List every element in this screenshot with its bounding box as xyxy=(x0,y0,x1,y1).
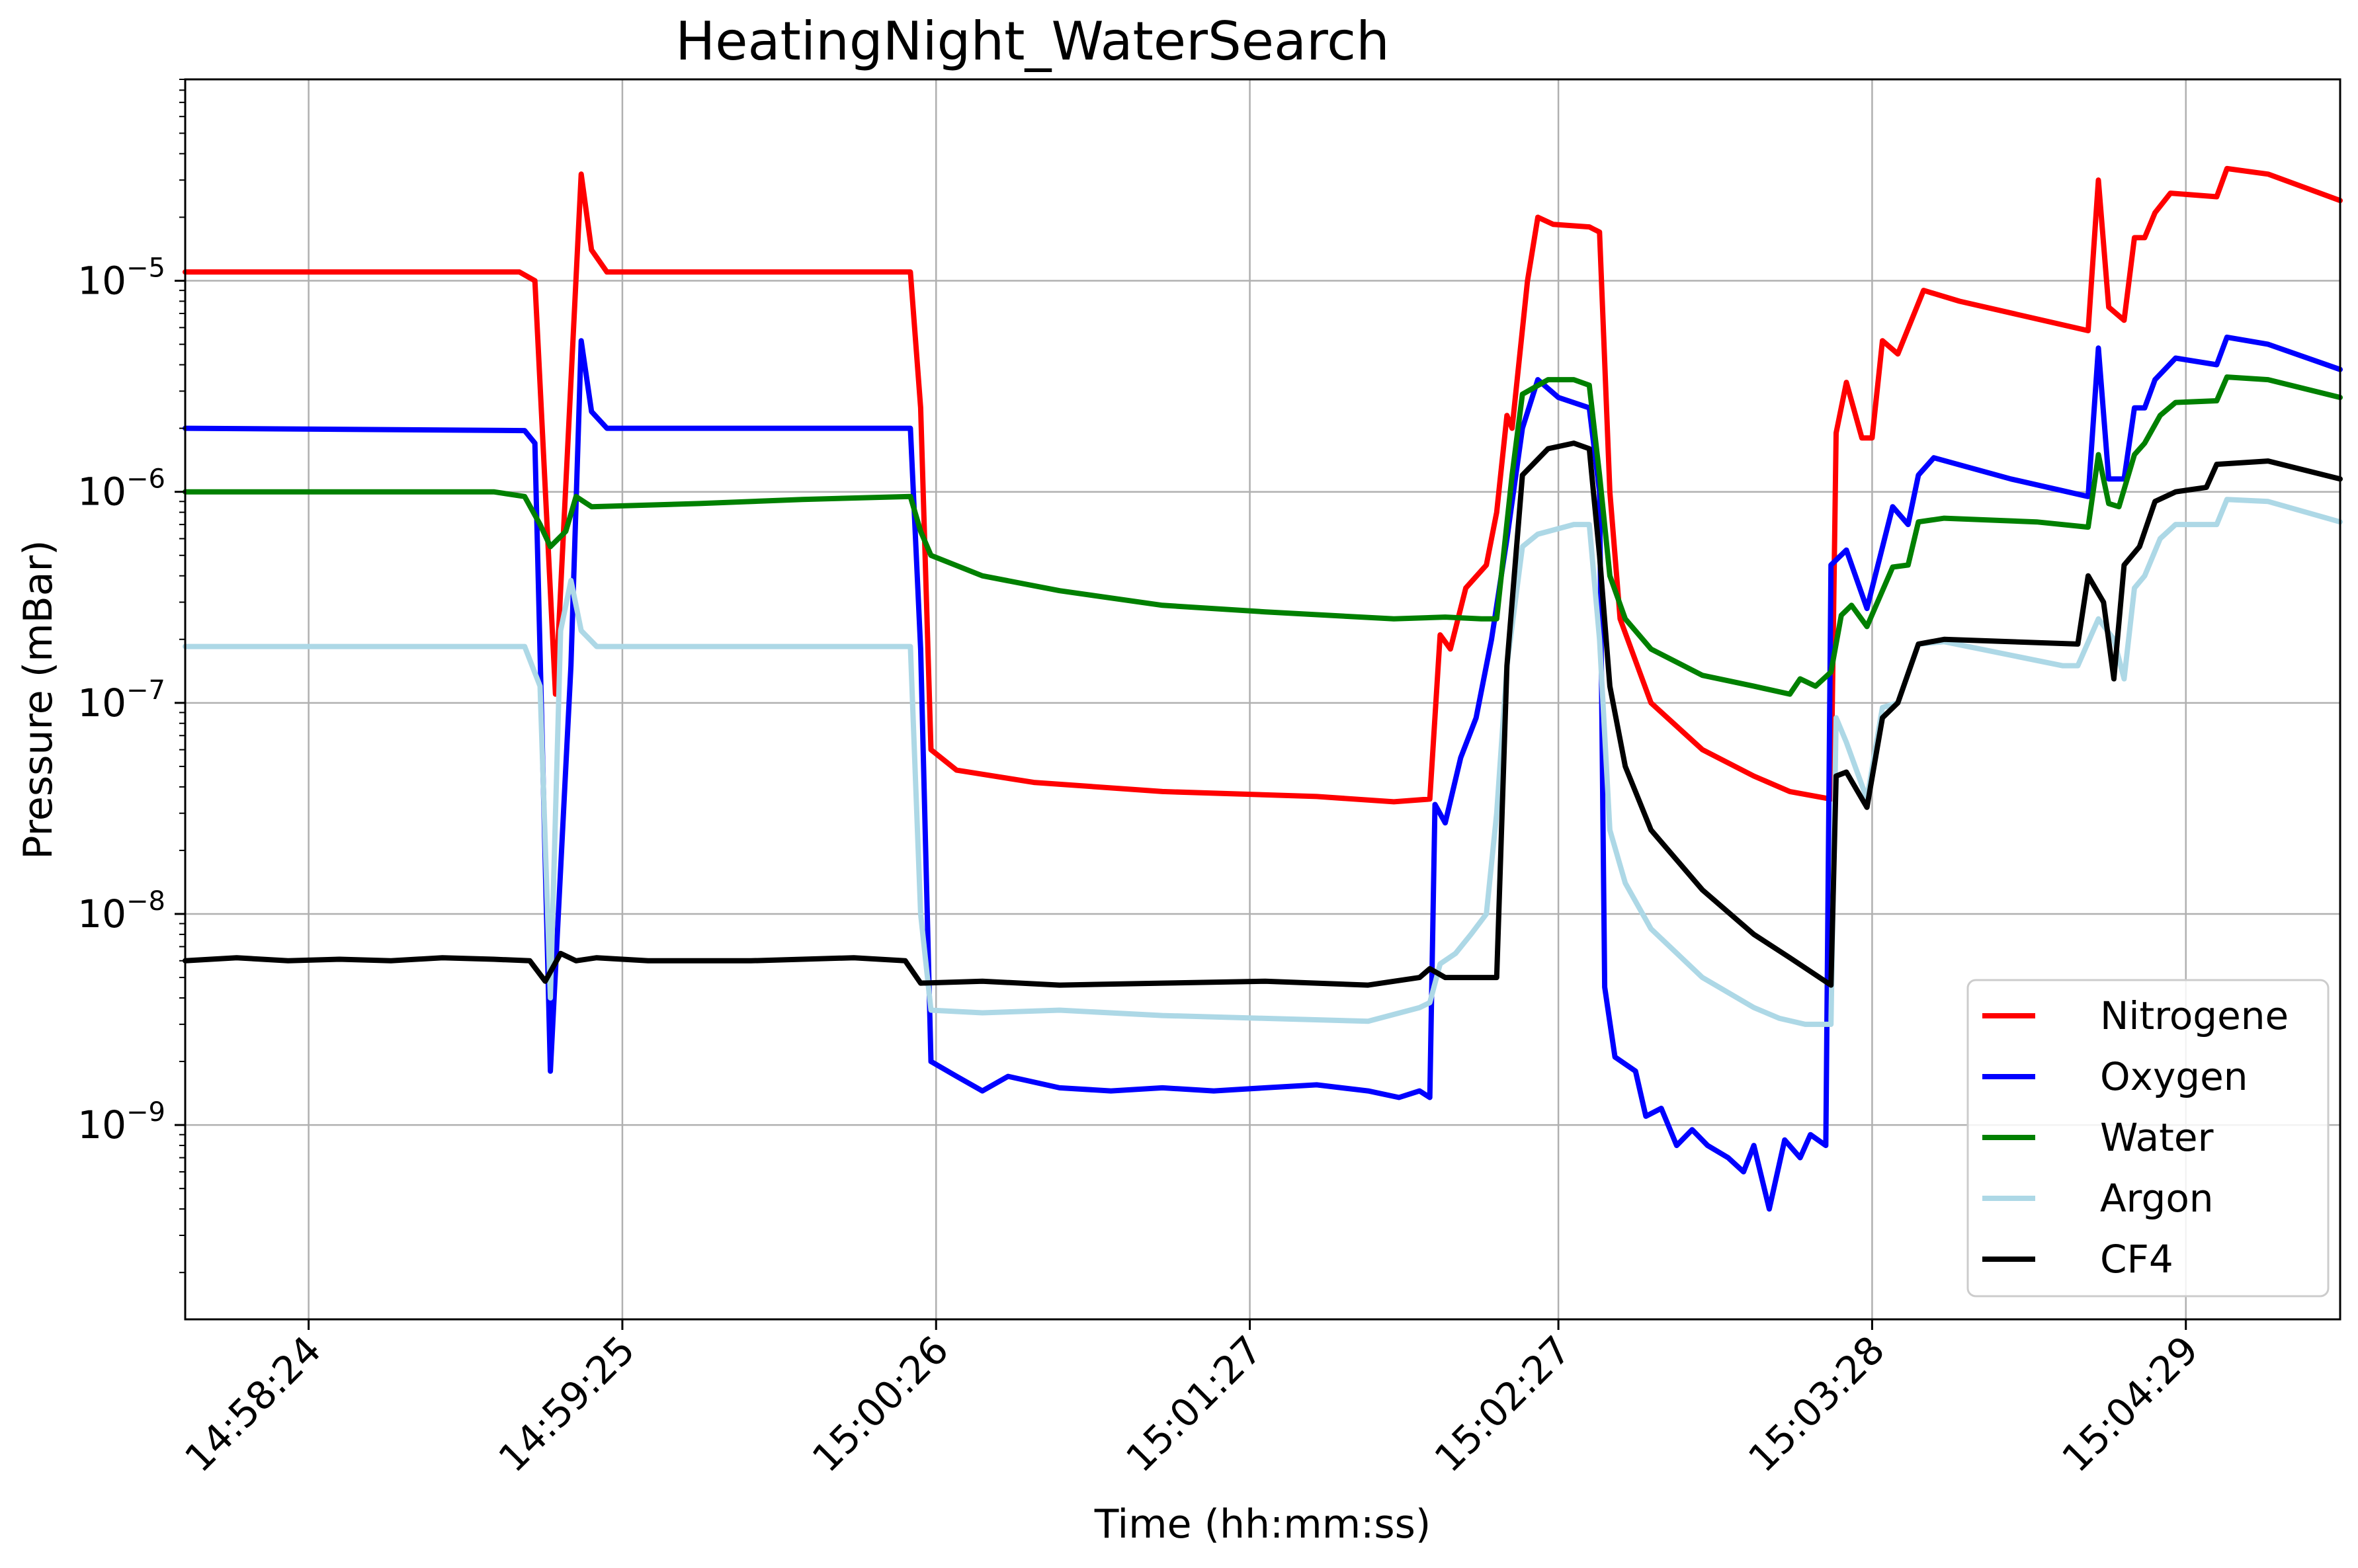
y-tick-exponent: −8 xyxy=(126,886,165,917)
legend-label: Nitrogene xyxy=(2100,993,2289,1038)
legend-box xyxy=(1966,979,2330,1298)
series-line-cf4 xyxy=(183,440,2343,988)
chart-title: HeatingNight_WaterSearch xyxy=(675,11,1390,72)
y-tick-exponent: −5 xyxy=(126,253,165,284)
series-group xyxy=(183,165,2343,1212)
y-tick-base: 10 xyxy=(77,681,126,725)
legend: Nitrogene Oxygen Water Argon CF4 xyxy=(1966,979,2330,1298)
plot-area-frame xyxy=(184,78,2341,1321)
y-tick-base: 10 xyxy=(77,1102,126,1147)
y-tick-exponent: −9 xyxy=(126,1097,165,1128)
legend-label: Oxygen xyxy=(2100,1054,2248,1099)
y-tick-exponent: −7 xyxy=(126,675,165,706)
y-axis-label: Pressure (mBar) xyxy=(15,540,62,859)
legend-label: Water xyxy=(2100,1115,2214,1160)
legend-label: Argon xyxy=(2100,1176,2214,1221)
legend-label: CF4 xyxy=(2100,1237,2173,1282)
series-line-water xyxy=(183,374,2343,697)
y-tick-base: 10 xyxy=(77,259,126,304)
y-tick-label: 10−7 xyxy=(77,675,165,725)
y-tick-label: 10−5 xyxy=(77,253,165,304)
y-axis: 10−910−810−710−610−5 xyxy=(77,79,185,1274)
y-tick-base: 10 xyxy=(77,470,126,515)
y-tick-exponent: −6 xyxy=(126,464,165,495)
series-line-oxygen xyxy=(183,334,2343,1212)
y-tick-label: 10−6 xyxy=(77,464,165,515)
y-tick-label: 10−9 xyxy=(77,1097,165,1147)
x-axis-label: Time (hh:mm:ss) xyxy=(1094,1501,1431,1547)
series-line-nitrogene xyxy=(183,165,2343,805)
y-tick-label: 10−8 xyxy=(77,886,165,936)
y-tick-base: 10 xyxy=(77,891,126,936)
